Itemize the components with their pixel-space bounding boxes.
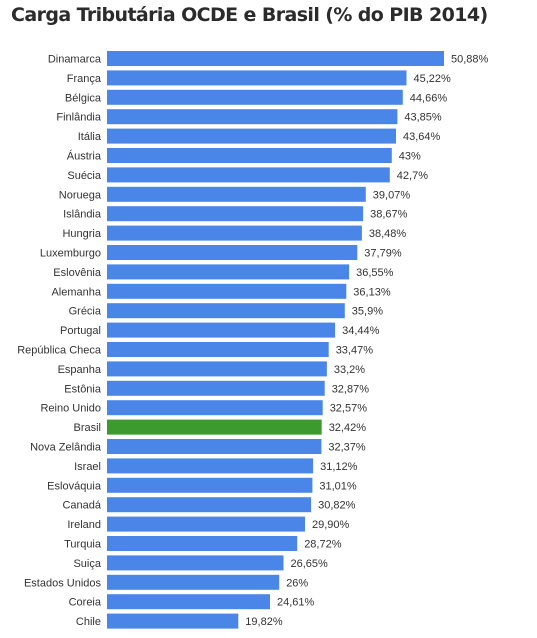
bar: [107, 574, 280, 590]
value-label: 38,48%: [369, 228, 407, 240]
bar: [107, 51, 444, 66]
category-label: Dinamarca: [48, 54, 102, 66]
bar: [107, 361, 327, 377]
category-label: Luxemburgo: [40, 248, 101, 260]
value-label: 43,85%: [404, 112, 442, 124]
category-label: Eslovênia: [53, 267, 102, 279]
value-label: 34,44%: [342, 325, 380, 337]
category-label: Canadá: [62, 500, 101, 512]
bar: [107, 167, 390, 183]
bar: [107, 458, 314, 474]
category-label: Bélgica: [65, 92, 102, 104]
category-label: Áustria: [67, 150, 102, 163]
category-label: Estados Unidos: [24, 577, 102, 589]
category-label: Coreia: [69, 597, 102, 609]
bar: [107, 245, 358, 260]
bar: [107, 497, 312, 513]
value-label: 50,88%: [451, 54, 489, 66]
bar: [107, 283, 347, 299]
value-label: 37,79%: [364, 248, 402, 260]
category-label: Ireland: [67, 519, 101, 531]
value-label: 19,82%: [245, 616, 283, 628]
bar: [107, 206, 364, 222]
category-label: Suiça: [73, 558, 101, 570]
value-label: 35,9%: [352, 306, 383, 318]
category-label: Turquia: [64, 539, 102, 551]
value-label: 24,61%: [277, 597, 315, 609]
category-label: República Checa: [17, 345, 102, 357]
category-label: Grécia: [69, 306, 102, 318]
bar: [107, 148, 392, 163]
category-label: Espanha: [58, 364, 102, 376]
category-label: Alemanha: [51, 286, 101, 298]
category-label: Eslováquia: [47, 480, 102, 492]
category-label: Portugal: [60, 325, 101, 337]
bar: [107, 536, 298, 551]
value-label: 43%: [399, 151, 421, 163]
value-label: 44,66%: [410, 92, 448, 104]
bar: [107, 322, 336, 338]
value-label: 32,57%: [330, 403, 368, 415]
category-label: Nova Zelândia: [30, 442, 102, 454]
bar: [107, 400, 323, 416]
value-label: 26%: [286, 577, 308, 589]
bar: [107, 594, 270, 610]
category-label: Itália: [78, 131, 102, 143]
category-label: Hungria: [62, 228, 101, 240]
bar: [107, 89, 403, 105]
value-label: 31,01%: [319, 480, 357, 492]
bar: [107, 419, 322, 435]
category-label: Finlândia: [56, 112, 102, 124]
value-label: 43,64%: [403, 131, 441, 143]
value-label: 33,2%: [334, 364, 365, 376]
bar: [107, 516, 305, 532]
category-label: Suécia: [67, 170, 102, 182]
value-label: 36,13%: [353, 286, 391, 298]
category-label: França: [67, 73, 102, 85]
value-label: 36,55%: [356, 267, 394, 279]
category-label: Noruega: [59, 189, 102, 201]
chart-title: Carga Tributária OCDE e Brasil (% do PIB…: [11, 4, 488, 26]
value-label: 38,67%: [370, 209, 408, 221]
value-label: 30,82%: [318, 500, 356, 512]
category-label: Chile: [76, 616, 101, 628]
value-label: 32,42%: [329, 422, 367, 434]
value-label: 26,65%: [291, 558, 329, 570]
bar: [107, 109, 398, 125]
bar: [107, 225, 362, 241]
value-label: 32,87%: [332, 383, 370, 395]
bar: [107, 186, 366, 202]
bar: [107, 70, 407, 86]
value-label: 31,12%: [320, 461, 358, 473]
bar: [107, 613, 239, 629]
bar: [107, 439, 322, 454]
category-label: Israel: [74, 461, 101, 473]
bar: [107, 477, 313, 493]
value-label: 28,72%: [304, 539, 342, 551]
category-label: Islândia: [63, 209, 102, 221]
bar: [107, 303, 345, 319]
value-label: 29,90%: [312, 519, 350, 531]
value-label: 32,37%: [328, 442, 366, 454]
value-label: 42,7%: [397, 170, 428, 182]
category-label: Brasil: [73, 422, 101, 434]
category-label: Reino Unido: [40, 403, 101, 415]
value-label: 45,22%: [414, 73, 452, 85]
bar: [107, 380, 325, 396]
bar: [107, 555, 284, 571]
bar: [107, 264, 350, 280]
category-label: Estônia: [64, 383, 102, 395]
value-label: 33,47%: [336, 345, 374, 357]
bar: [107, 342, 329, 357]
value-label: 39,07%: [373, 189, 411, 201]
bar: [107, 128, 396, 144]
